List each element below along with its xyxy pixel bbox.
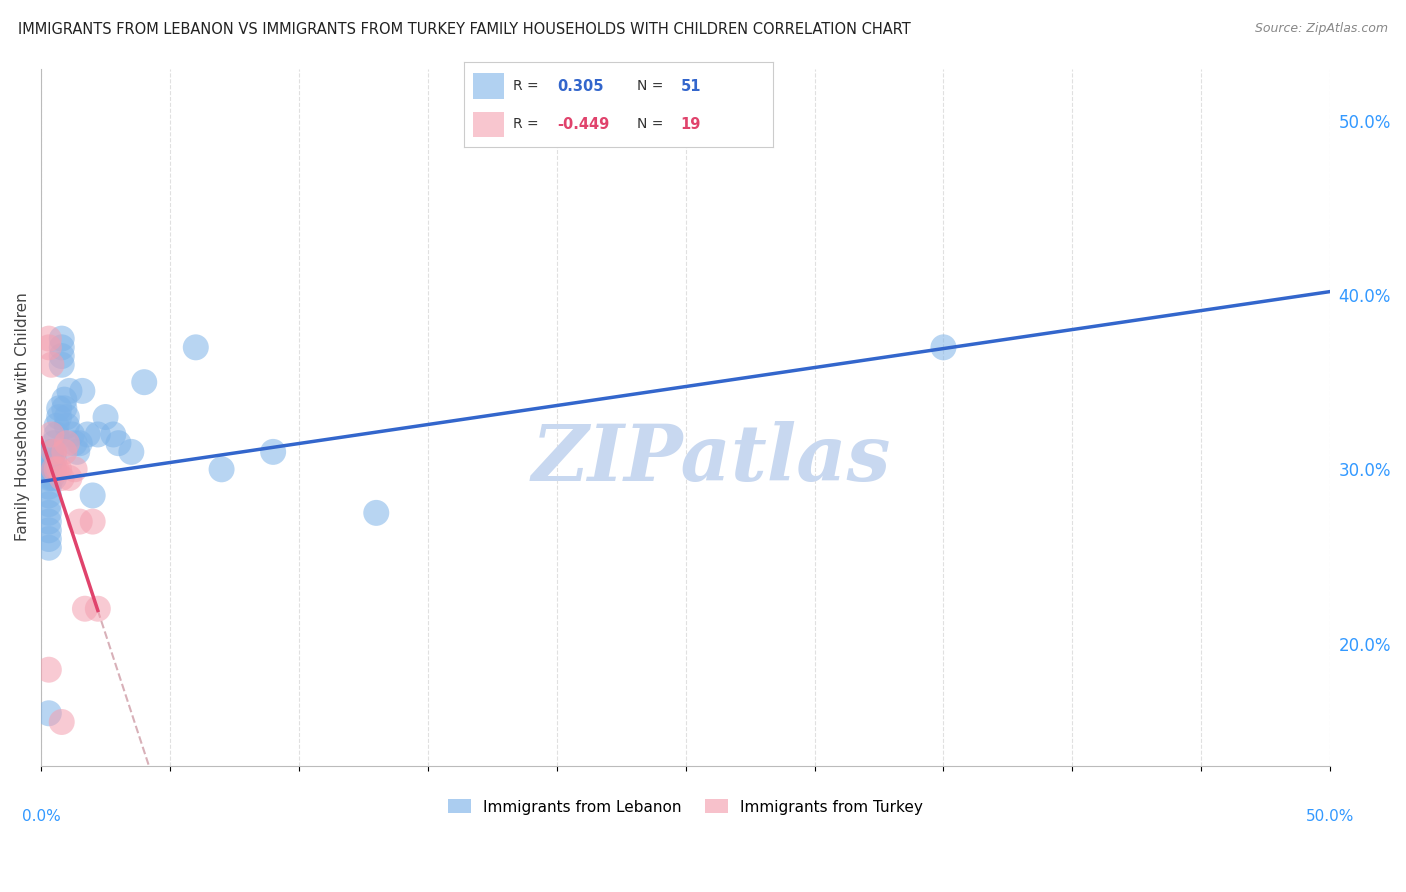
Point: [53, 401, 76, 416]
Legend: Immigrants from Lebanon, Immigrants from Turkey: Immigrants from Lebanon, Immigrants from…: [443, 793, 929, 821]
Text: ZIPatlas: ZIPatlas: [531, 421, 891, 497]
Text: 51: 51: [681, 78, 702, 94]
Point: [82, 488, 104, 502]
Point: [42, 453, 65, 467]
Point: [51, 471, 73, 485]
Text: -0.449: -0.449: [557, 117, 609, 132]
Point: [38, 462, 60, 476]
Point: [45, 462, 67, 476]
Point: [41, 427, 63, 442]
Text: 0.305: 0.305: [557, 78, 603, 94]
Point: [66, 445, 89, 459]
Text: R =: R =: [513, 118, 538, 131]
Point: [103, 427, 125, 442]
Point: [56, 418, 79, 433]
Point: [38, 541, 60, 555]
Point: [42, 471, 65, 485]
Point: [184, 340, 207, 354]
Point: [51, 358, 73, 372]
Point: [41, 462, 63, 476]
Text: IMMIGRANTS FROM LEBANON VS IMMIGRANTS FROM TURKEY FAMILY HOUSEHOLDS WITH CHILDRE: IMMIGRANTS FROM LEBANON VS IMMIGRANTS FR…: [18, 22, 911, 37]
Point: [42, 436, 65, 450]
Point: [42, 462, 65, 476]
Point: [120, 445, 142, 459]
Point: [69, 515, 91, 529]
Point: [211, 462, 233, 476]
Text: N =: N =: [637, 118, 664, 131]
Point: [41, 471, 63, 485]
Point: [38, 506, 60, 520]
Point: [41, 445, 63, 459]
Point: [38, 471, 60, 485]
FancyBboxPatch shape: [474, 73, 505, 99]
Text: 19: 19: [681, 117, 700, 132]
Point: [45, 427, 67, 442]
Text: Source: ZipAtlas.com: Source: ZipAtlas.com: [1254, 22, 1388, 36]
Point: [38, 515, 60, 529]
Text: 0.0%: 0.0%: [21, 809, 60, 824]
Point: [94, 410, 117, 425]
Point: [58, 471, 80, 485]
Point: [58, 384, 80, 398]
Point: [38, 524, 60, 538]
Point: [69, 436, 91, 450]
Point: [51, 332, 73, 346]
Point: [42, 445, 65, 459]
Point: [76, 427, 98, 442]
Point: [48, 410, 70, 425]
Point: [38, 663, 60, 677]
Point: [366, 506, 388, 520]
Point: [48, 462, 70, 476]
Point: [56, 436, 79, 450]
Point: [60, 427, 83, 442]
Point: [42, 462, 65, 476]
Point: [932, 340, 955, 354]
Point: [87, 427, 110, 442]
Point: [41, 453, 63, 467]
Point: [38, 332, 60, 346]
Point: [38, 488, 60, 502]
Point: [134, 375, 156, 389]
Point: [82, 515, 104, 529]
Point: [56, 410, 79, 425]
Point: [73, 601, 96, 615]
Point: [51, 349, 73, 363]
Point: [38, 532, 60, 546]
Point: [107, 436, 129, 450]
Y-axis label: Family Households with Children: Family Households with Children: [15, 293, 30, 541]
Point: [38, 706, 60, 721]
Point: [38, 497, 60, 511]
Point: [51, 340, 73, 354]
Point: [48, 401, 70, 416]
Point: [53, 392, 76, 407]
Text: N =: N =: [637, 79, 664, 93]
Point: [72, 384, 94, 398]
Point: [38, 480, 60, 494]
Point: [38, 340, 60, 354]
Point: [262, 445, 284, 459]
Text: R =: R =: [513, 79, 538, 93]
Point: [63, 462, 86, 476]
FancyBboxPatch shape: [474, 112, 505, 137]
Point: [45, 418, 67, 433]
Point: [87, 601, 110, 615]
Point: [51, 714, 73, 729]
Point: [41, 358, 63, 372]
Text: 50.0%: 50.0%: [1306, 809, 1354, 824]
Point: [53, 445, 76, 459]
Point: [42, 445, 65, 459]
Point: [63, 436, 86, 450]
